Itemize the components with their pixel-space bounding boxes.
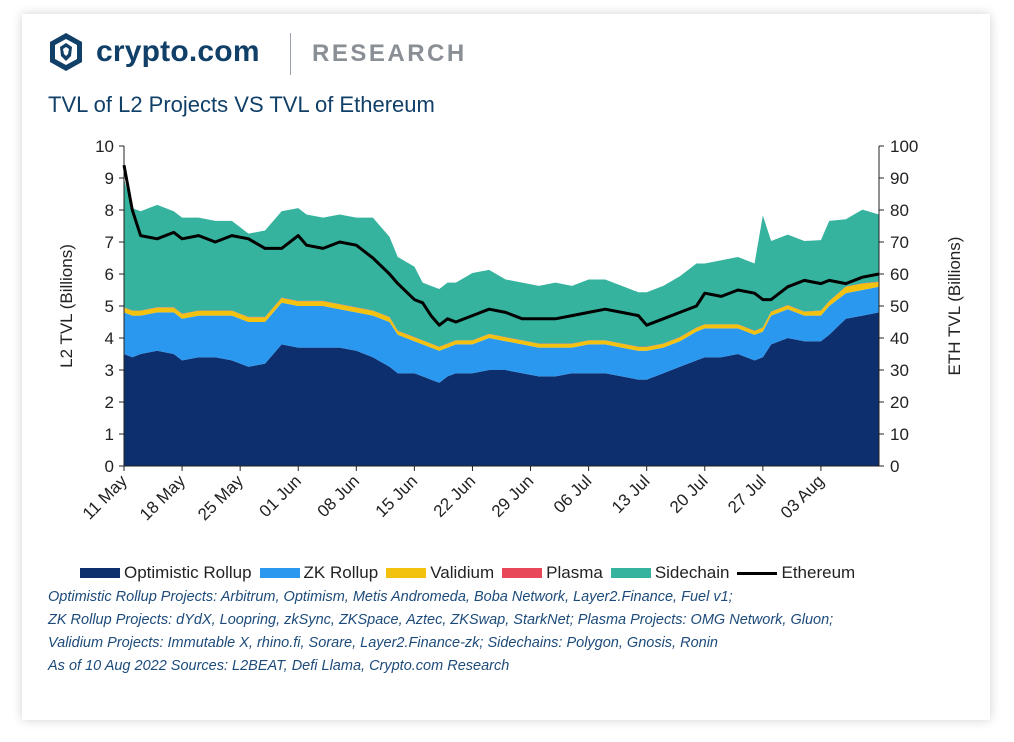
legend-label: Optimistic Rollup bbox=[124, 563, 252, 582]
x-tick-label: 22 Jun bbox=[430, 471, 480, 521]
x-tick-label: 29 Jun bbox=[488, 471, 538, 521]
legend-label: Plasma bbox=[546, 563, 603, 582]
footnote-zk-plasma: ZK Rollup Projects: dYdX, Loopring, zkSy… bbox=[48, 612, 834, 628]
y-tick-label-right: 90 bbox=[890, 169, 909, 188]
y-tick-label-right: 80 bbox=[890, 201, 909, 220]
y-tick-label-left: 10 bbox=[95, 137, 114, 156]
legend-item-validium: Validium bbox=[386, 563, 494, 583]
x-tick-label: 13 Jul bbox=[608, 471, 654, 517]
legend-label: Ethereum bbox=[781, 563, 856, 582]
footnotes: Optimistic Rollup Projects: Arbitrum, Op… bbox=[48, 586, 833, 678]
footnote-sources: As of 10 Aug 2022 Sources: L2BEAT, Defi … bbox=[48, 658, 510, 674]
y-tick-label-right: 40 bbox=[890, 329, 909, 348]
footnote-validium-sidechains: Validium Projects: Immutable X, rhino.fi… bbox=[48, 635, 718, 651]
x-tick-label: 15 Jun bbox=[372, 471, 422, 521]
x-tick-label: 11 May bbox=[79, 471, 131, 523]
line-series bbox=[122, 164, 880, 327]
header-divider bbox=[290, 33, 291, 75]
y-tick-label-right: 70 bbox=[890, 233, 909, 252]
y-tick-label-right: 20 bbox=[890, 393, 909, 412]
legend-item-plasma: Plasma bbox=[502, 563, 603, 583]
y-axis-label-left: L2 TVL (Billions) bbox=[57, 244, 76, 368]
area-sidechain bbox=[124, 179, 879, 347]
area-optimistic-rollup bbox=[124, 312, 879, 466]
y-tick-label-left: 0 bbox=[105, 457, 114, 476]
y-tick-label-left: 1 bbox=[105, 425, 114, 444]
crypto-com-lion-icon bbox=[50, 33, 82, 71]
y-tick-label-left: 2 bbox=[105, 393, 114, 412]
y-tick-label-right: 10 bbox=[890, 425, 909, 444]
area-zk-rollup bbox=[124, 286, 879, 383]
legend-swatch bbox=[502, 568, 543, 578]
y-tick-label-right: 50 bbox=[890, 297, 909, 316]
legend-swatch bbox=[610, 568, 651, 578]
x-tick-label: 03 Aug bbox=[777, 471, 828, 522]
y-tick-label-left: 3 bbox=[105, 361, 114, 380]
y-tick-label-right: 30 bbox=[890, 361, 909, 380]
legend-item-zk-rollup: ZK Rollup bbox=[259, 563, 379, 583]
legend-label: ZK Rollup bbox=[303, 563, 379, 582]
brand-name: crypto.com bbox=[96, 35, 260, 68]
y-tick-label-right: 100 bbox=[890, 137, 918, 156]
stacked-areas bbox=[124, 179, 879, 466]
footnote-optimistic: Optimistic Rollup Projects: Arbitrum, Op… bbox=[48, 589, 733, 605]
legend-swatch bbox=[259, 568, 300, 578]
x-tick-label: 18 May bbox=[136, 471, 189, 524]
y-tick-label-left: 8 bbox=[105, 201, 114, 220]
x-tick-label: 01 Jun bbox=[256, 471, 306, 521]
legend-swatch bbox=[80, 568, 120, 578]
chart-title: TVL of L2 Projects VS TVL of Ethereum bbox=[48, 92, 435, 117]
y-tick-label-left: 6 bbox=[105, 265, 114, 284]
y-tick-label-right: 60 bbox=[890, 265, 909, 284]
area-validium bbox=[124, 282, 879, 351]
y-tick-label-left: 5 bbox=[105, 297, 114, 316]
y-tick-label-left: 4 bbox=[105, 329, 114, 348]
legend-label: Sidechain bbox=[654, 563, 730, 582]
x-tick-label: 08 Jun bbox=[314, 471, 364, 521]
y-tick-label-left: 7 bbox=[105, 233, 114, 252]
x-tick-label: 25 May bbox=[194, 471, 247, 524]
y-tick-label-right: 0 bbox=[890, 457, 899, 476]
y-axis-label-right: ETH TVL (Billions) bbox=[945, 237, 964, 376]
line-ethereum bbox=[122, 164, 880, 327]
section-label: RESEARCH bbox=[312, 40, 467, 67]
legend-label: Validium bbox=[430, 563, 495, 582]
legend-item-optimistic-rollup: Optimistic Rollup bbox=[80, 563, 252, 583]
x-tick-label: 20 Jul bbox=[666, 471, 712, 517]
y-tick-label-left: 9 bbox=[105, 169, 114, 188]
chart-legend: Optimistic Rollup ZK Rollup Validium Pla… bbox=[80, 563, 863, 583]
brand-logo: crypto.com bbox=[48, 32, 260, 72]
x-tick-label: 06 Jul bbox=[550, 471, 596, 517]
x-tick-label: 27 Jul bbox=[724, 471, 770, 517]
legend-item-ethereum: Ethereum bbox=[737, 563, 855, 583]
legend-item-sidechain: Sidechain bbox=[610, 563, 730, 583]
legend-swatch bbox=[386, 568, 427, 578]
legend-swatch bbox=[737, 571, 778, 575]
